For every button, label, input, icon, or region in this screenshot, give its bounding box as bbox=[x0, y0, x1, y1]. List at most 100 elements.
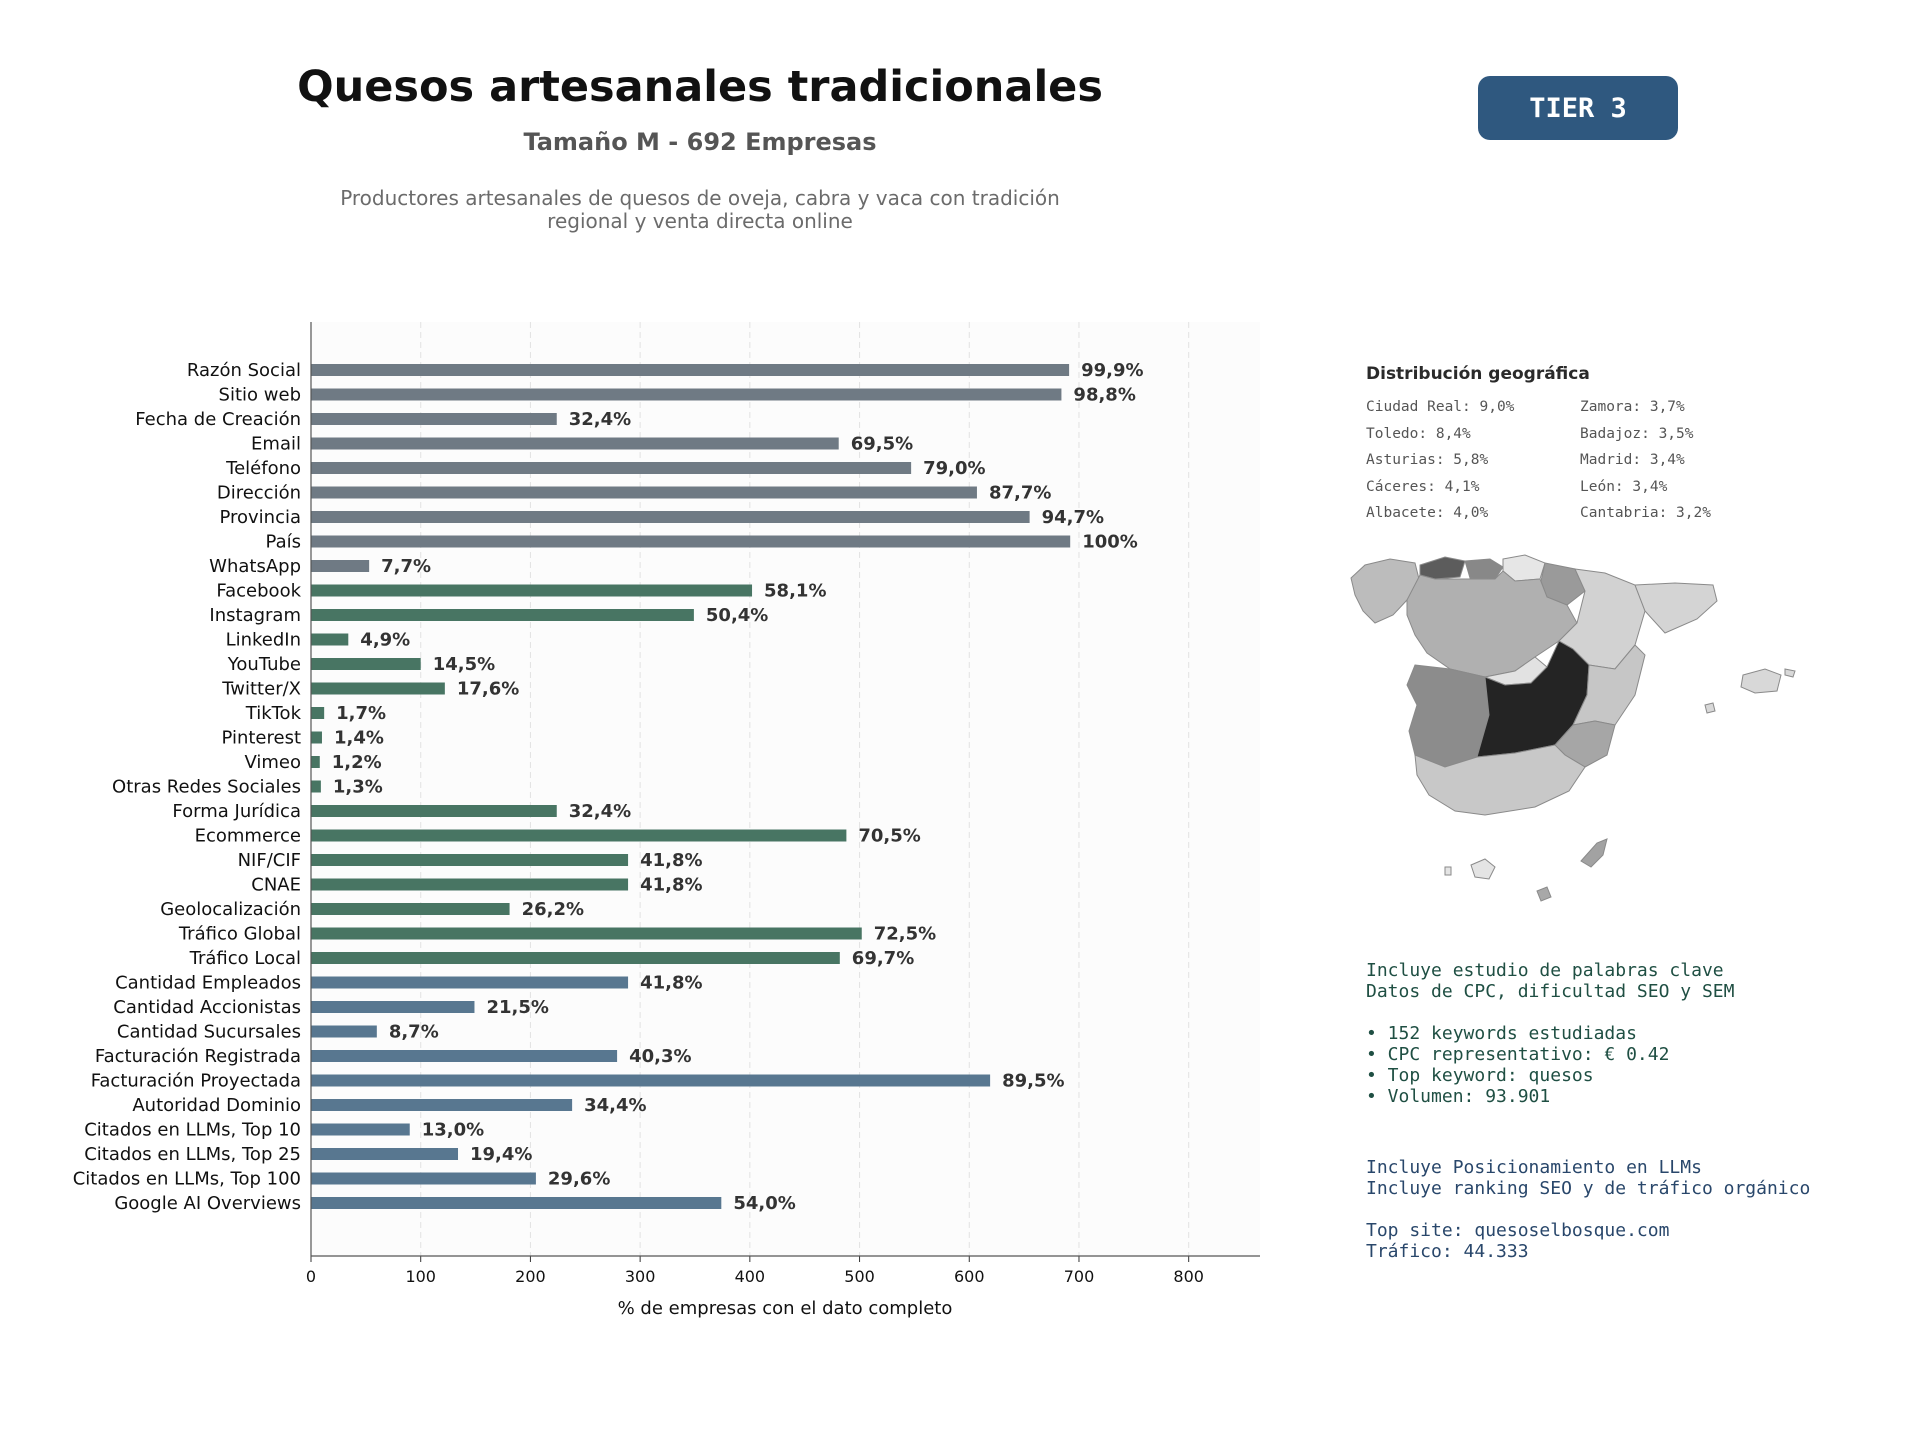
category-label: Cantidad Accionistas bbox=[113, 997, 301, 1018]
category-label: Razón Social bbox=[187, 360, 301, 381]
geo-item: Zamora: 3,7% bbox=[1580, 399, 1685, 415]
map-region-cantabria bbox=[1464, 558, 1504, 580]
value-label: 32,4% bbox=[569, 801, 631, 822]
category-label: Vimeo bbox=[244, 752, 301, 773]
category-label: Cantidad Sucursales bbox=[117, 1022, 301, 1043]
x-tick-label: 500 bbox=[844, 1267, 875, 1286]
value-label: 54,0% bbox=[733, 1193, 795, 1214]
value-label: 89,5% bbox=[1002, 1071, 1064, 1092]
value-label: 79,0% bbox=[923, 458, 985, 479]
category-label: Citados en LLMs, Top 10 bbox=[84, 1120, 301, 1141]
category-label: Citados en LLMs, Top 25 bbox=[84, 1144, 301, 1165]
llm-line: Incluye ranking SEO y de tráfico orgánic… bbox=[1366, 1178, 1811, 1199]
value-label: 1,4% bbox=[334, 728, 384, 749]
category-label: CNAE bbox=[251, 875, 301, 896]
page-subtitle: Tamaño M - 692 Empresas bbox=[523, 128, 877, 156]
category-label: Autoridad Dominio bbox=[132, 1095, 301, 1116]
x-axis-title: % de empresas con el dato completo bbox=[618, 1298, 953, 1319]
x-tick-label: 400 bbox=[735, 1267, 766, 1286]
bar bbox=[311, 1001, 475, 1013]
category-label: Pinterest bbox=[221, 728, 301, 749]
bar bbox=[311, 1172, 536, 1185]
keywords-line: • Volumen: 93.901 bbox=[1366, 1086, 1551, 1107]
geo-title: Distribución geográfica bbox=[1366, 364, 1590, 384]
value-label: 98,8% bbox=[1073, 385, 1135, 406]
category-label: LinkedIn bbox=[226, 630, 301, 651]
category-label: Facturación Registrada bbox=[95, 1046, 301, 1067]
category-label: YouTube bbox=[227, 654, 301, 675]
chart-bars bbox=[311, 364, 1071, 1209]
map-region-canary-islands-small bbox=[1444, 866, 1452, 876]
geo-item: Albacete: 4,0% bbox=[1366, 505, 1489, 521]
x-tick-label: 300 bbox=[625, 1267, 656, 1286]
map-region-balearic-islands bbox=[1740, 668, 1782, 694]
bar bbox=[311, 1197, 722, 1209]
bar bbox=[311, 658, 421, 670]
category-label: Google AI Overviews bbox=[114, 1193, 301, 1214]
keywords-line: • 152 keywords estudiadas bbox=[1366, 1023, 1637, 1044]
bar bbox=[311, 903, 510, 915]
value-label: 69,7% bbox=[852, 948, 914, 969]
keywords-line: • CPC representativo: € 0.42 bbox=[1366, 1044, 1670, 1065]
map-region-canary-islands-west bbox=[1470, 858, 1496, 880]
geo-item: Ciudad Real: 9,0% bbox=[1366, 399, 1515, 415]
llm-line bbox=[1366, 1199, 1810, 1220]
map-region-valencia bbox=[1572, 644, 1646, 726]
value-label: 13,0% bbox=[422, 1120, 484, 1141]
bar bbox=[311, 682, 445, 695]
map-region-extremadura bbox=[1406, 664, 1490, 768]
keywords-line: Incluye estudio de palabras clave bbox=[1366, 960, 1724, 981]
category-label: Instagram bbox=[209, 605, 301, 626]
value-label: 41,8% bbox=[640, 850, 702, 871]
value-label: 50,4% bbox=[706, 605, 768, 626]
value-label: 34,4% bbox=[584, 1095, 646, 1116]
value-label: 7,7% bbox=[381, 556, 431, 577]
value-label: 4,9% bbox=[360, 630, 410, 651]
geo-item: Toledo: 8,4% bbox=[1366, 425, 1471, 442]
page-description: Productores artesanales de quesos de ove… bbox=[300, 187, 1100, 233]
bar bbox=[311, 927, 862, 940]
x-tick-label: 600 bbox=[954, 1267, 985, 1286]
bar bbox=[311, 780, 321, 793]
bar bbox=[311, 437, 839, 450]
geo-item: Cantabria: 3,2% bbox=[1580, 505, 1711, 521]
bar bbox=[311, 584, 753, 597]
bar bbox=[311, 829, 847, 842]
bar bbox=[311, 609, 694, 621]
llm-line: Tráfico: 44.333 bbox=[1366, 1241, 1529, 1262]
value-label: 41,8% bbox=[640, 875, 702, 896]
category-label: Tráfico Local bbox=[189, 948, 301, 969]
category-label: TikTok bbox=[245, 703, 302, 724]
value-label: 14,5% bbox=[433, 654, 495, 675]
bar bbox=[311, 707, 325, 719]
category-label: Teléfono bbox=[225, 458, 301, 479]
category-label: WhatsApp bbox=[209, 556, 301, 577]
chart-labels: Razón Social 99,9% Sitio web 98,8% Fecha de … bbox=[73, 360, 1144, 1214]
category-label: Facturación Proyectada bbox=[91, 1071, 301, 1092]
chart-grid bbox=[420, 322, 1190, 1256]
description-line-2: regional y venta directa online bbox=[547, 209, 853, 233]
bar bbox=[311, 756, 320, 768]
category-label: Provincia bbox=[219, 507, 301, 528]
bar bbox=[311, 535, 1071, 548]
category-label: Forma Jurídica bbox=[172, 801, 301, 822]
bar bbox=[311, 805, 557, 817]
bar bbox=[311, 976, 629, 989]
bar bbox=[311, 1148, 459, 1160]
category-label: Fecha de Creación bbox=[135, 409, 301, 430]
bar bbox=[311, 560, 370, 572]
map-region-catalonia bbox=[1634, 582, 1718, 634]
bar bbox=[311, 462, 912, 474]
value-label: 26,2% bbox=[522, 899, 584, 920]
tier-badge: TIER 3 bbox=[1478, 76, 1678, 140]
category-label: País bbox=[266, 532, 301, 553]
category-label: NIF/CIF bbox=[238, 850, 301, 871]
description-line-1: Productores artesanales de quesos de ove… bbox=[340, 186, 1060, 210]
bar bbox=[311, 952, 840, 964]
value-label: 100% bbox=[1082, 532, 1138, 553]
value-label: 21,5% bbox=[486, 997, 548, 1018]
bar bbox=[311, 1099, 573, 1111]
llm-line: Incluye Posicionamiento en LLMs bbox=[1366, 1157, 1702, 1178]
x-tick-label: 800 bbox=[1173, 1267, 1204, 1286]
keywords-line: • Top keyword: quesos bbox=[1366, 1065, 1594, 1086]
